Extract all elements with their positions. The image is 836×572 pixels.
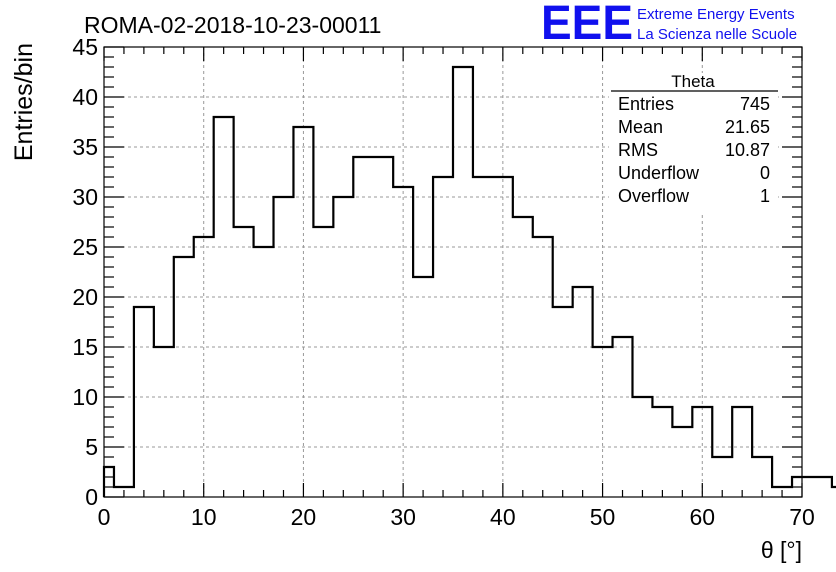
- x-axis-label: θ [°]: [761, 537, 802, 563]
- x-tick-label: 70: [789, 504, 815, 530]
- y-tick-label: 40: [72, 84, 98, 110]
- stats-label-mean: Mean: [618, 117, 663, 137]
- y-tick-label: 10: [72, 384, 98, 410]
- x-tick-label: 40: [490, 504, 516, 530]
- stats-title: Theta: [671, 72, 715, 91]
- eee-logo: EEE: [541, 0, 633, 50]
- y-tick-label: 45: [72, 34, 98, 60]
- stats-value-overflow: 1: [760, 186, 770, 206]
- x-tick-label: 20: [291, 504, 317, 530]
- logo-line-2: La Scienza nelle Scuole: [637, 26, 797, 43]
- x-tick-labels: 0 10 20 30 40 50 60 70: [98, 504, 815, 530]
- x-tick-label: 60: [689, 504, 715, 530]
- stats-label-rms: RMS: [618, 140, 658, 160]
- x-tick-label: 10: [191, 504, 217, 530]
- stats-label-underflow: Underflow: [618, 163, 700, 183]
- y-tick-label: 15: [72, 334, 98, 360]
- y-tick-labels: 0 5 10 15 20 25 30 35 40 45: [72, 34, 98, 510]
- run-title: ROMA-02-2018-10-23-00011: [84, 12, 381, 38]
- stats-value-entries: 745: [740, 94, 770, 114]
- stats-value-mean: 21.65: [725, 117, 770, 137]
- stats-box: Theta Entries 745 Mean 21.65 RMS 10.87 Underfl…: [609, 72, 778, 213]
- histogram-series-theta: [102, 65, 836, 497]
- plot-frame: [103, 46, 803, 498]
- y-tick-label: 25: [72, 234, 98, 260]
- x-tick-label: 0: [98, 504, 111, 530]
- x-tick-label: 30: [390, 504, 416, 530]
- y-tick-label: 35: [72, 134, 98, 160]
- y-tick-label: 30: [72, 184, 98, 210]
- y-axis-label: Entries/bin: [10, 43, 38, 161]
- y-tick-label: 20: [72, 284, 98, 310]
- stats-label-overflow: Overflow: [618, 186, 690, 206]
- stats-label-entries: Entries: [618, 94, 674, 114]
- axis-ticks: [103, 46, 803, 498]
- y-tick-label: 5: [85, 434, 98, 460]
- stats-value-underflow: 0: [760, 163, 770, 183]
- x-tick-label: 50: [590, 504, 616, 530]
- y-tick-label: 0: [85, 484, 98, 510]
- logo-line-1: Extreme Energy Events: [637, 6, 795, 23]
- stats-value-rms: 10.87: [725, 140, 770, 160]
